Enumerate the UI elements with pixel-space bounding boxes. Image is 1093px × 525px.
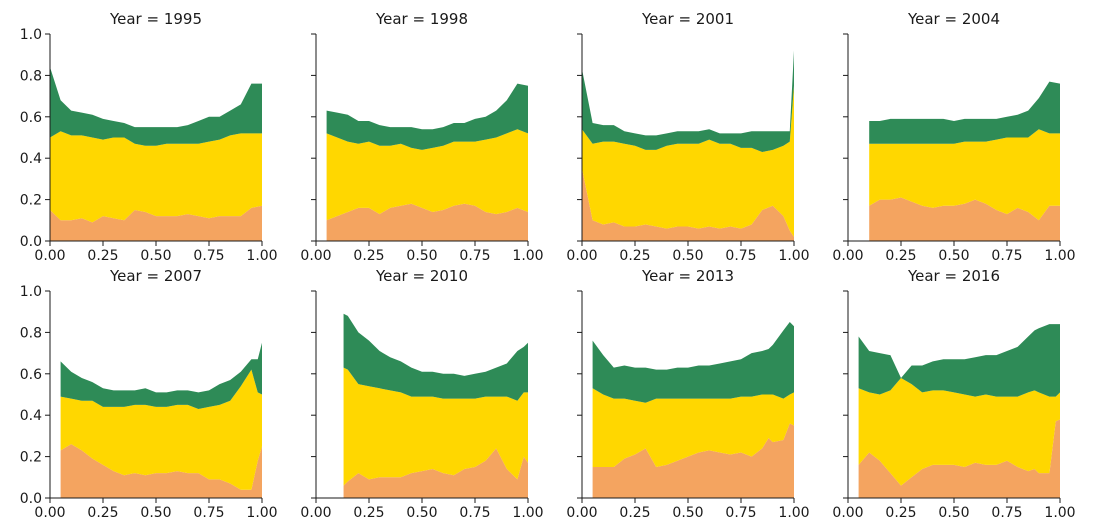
x-tick-label: 0.75	[991, 505, 1022, 521]
panel-8: 0.00 0.25 0.50 0.75 1.00 Year = 2016	[832, 267, 1075, 521]
panel-title: Year = 1995	[109, 10, 202, 28]
x-tick-label: 1.00	[778, 248, 809, 264]
x-tick-label: 0.75	[459, 505, 490, 521]
y-tick-label: 0.6	[20, 367, 42, 383]
area-green	[869, 81, 1060, 144]
area-green	[582, 50, 794, 152]
x-tick-label: 0.50	[406, 505, 437, 521]
y-tick-label: 1.0	[20, 284, 42, 300]
area-gold	[60, 369, 262, 490]
y-tick-label: 0.4	[20, 408, 42, 424]
x-tick-label: 0.25	[885, 505, 916, 521]
x-tick-label: 0.25	[353, 248, 384, 264]
x-tick-label: 0.50	[140, 248, 171, 264]
panel-title: Year = 2001	[641, 10, 734, 28]
x-tick-label: 0.25	[87, 248, 118, 264]
x-tick-label: 0.00	[832, 505, 863, 521]
y-tick-label: 0.0	[20, 491, 42, 507]
area-orange	[60, 444, 262, 498]
x-tick-label: 0.75	[193, 248, 224, 264]
panel-6: 0.00 0.25 0.50 0.75 1.00 Year = 2010	[300, 267, 543, 521]
area-gold	[869, 129, 1060, 221]
x-tick-label: 0.00	[34, 248, 65, 264]
area-gold	[858, 377, 1060, 486]
x-tick-label: 1.00	[246, 248, 277, 264]
y-tick-label: 0.6	[20, 110, 42, 126]
panel-title: Year = 2004	[907, 10, 1000, 28]
x-tick-label: 1.00	[512, 248, 543, 264]
x-tick-label: 0.50	[672, 248, 703, 264]
x-tick-label: 0.00	[34, 505, 65, 521]
y-tick-label: 0.8	[20, 68, 42, 84]
y-tick-label: 1.0	[20, 27, 42, 43]
panel-title: Year = 2007	[109, 267, 202, 285]
panel-title: Year = 1998	[375, 10, 468, 28]
panel-4: 0.00 0.25 0.50 0.75 1.00 Year = 2004	[832, 10, 1075, 264]
x-tick-label: 1.00	[246, 505, 277, 521]
y-tick-label: 0.0	[20, 234, 42, 250]
panel-title: Year = 2013	[641, 267, 734, 285]
panel-2: 0.00 0.25 0.50 0.75 1.00 Year = 1998	[300, 10, 543, 264]
y-tick-label: 0.4	[20, 151, 42, 167]
area-green	[50, 67, 262, 146]
x-tick-label: 1.00	[512, 505, 543, 521]
x-tick-label: 0.50	[938, 248, 969, 264]
panel-title: Year = 2016	[907, 267, 1000, 285]
x-tick-label: 0.25	[353, 505, 384, 521]
x-tick-label: 1.00	[778, 505, 809, 521]
x-tick-label: 0.50	[406, 248, 437, 264]
area-gold	[326, 129, 528, 221]
x-tick-label: 0.00	[300, 505, 331, 521]
panel-3: 0.00 0.25 0.50 0.75 1.00 Year = 2001	[566, 10, 809, 264]
area-orange	[343, 448, 528, 498]
y-tick-label: 0.2	[20, 193, 42, 209]
x-tick-label: 0.25	[87, 505, 118, 521]
x-tick-label: 0.75	[725, 248, 756, 264]
x-tick-label: 0.00	[832, 248, 863, 264]
x-tick-label: 1.00	[1044, 505, 1075, 521]
x-tick-label: 0.50	[140, 505, 171, 521]
x-tick-label: 0.75	[725, 505, 756, 521]
area-orange	[50, 205, 262, 241]
area-orange	[326, 203, 528, 241]
x-tick-label: 0.00	[566, 505, 597, 521]
area-green	[343, 313, 528, 401]
y-tick-label: 0.8	[20, 325, 42, 341]
x-tick-label: 0.75	[459, 248, 490, 264]
area-gold	[50, 131, 262, 223]
area-orange	[592, 423, 794, 498]
area-green	[858, 324, 1060, 397]
x-tick-label: 0.25	[619, 248, 650, 264]
area-green	[326, 83, 528, 150]
x-tick-label: 1.00	[1044, 248, 1075, 264]
x-tick-label: 0.25	[619, 505, 650, 521]
x-tick-label: 0.75	[991, 248, 1022, 264]
area-orange	[858, 419, 1060, 498]
panel-title: Year = 2010	[375, 267, 468, 285]
area-gold	[343, 367, 528, 486]
area-gold	[582, 85, 794, 237]
area-green	[60, 342, 262, 409]
area-gold	[592, 388, 794, 467]
area-orange	[869, 197, 1060, 241]
x-tick-label: 0.00	[300, 248, 331, 264]
x-tick-label: 0.00	[566, 248, 597, 264]
x-tick-label: 0.50	[938, 505, 969, 521]
x-tick-label: 0.75	[193, 505, 224, 521]
x-tick-label: 0.25	[885, 248, 916, 264]
area-green	[592, 322, 794, 403]
panel-5: 0.00 0.25 0.50 0.75 1.00 0.0 0.2 0.4 0.6 0.8 1.0 Ye…	[20, 267, 278, 521]
panel-1: 0.00 0.25 0.50 0.75 1.00 0.0 0.2 0.4 0.6 0.8 1.0 Ye…	[20, 10, 278, 264]
panel-7: 0.00 0.25 0.50 0.75 1.00 Year = 2013	[566, 267, 809, 521]
y-tick-label: 0.2	[20, 450, 42, 466]
x-tick-label: 0.50	[672, 505, 703, 521]
